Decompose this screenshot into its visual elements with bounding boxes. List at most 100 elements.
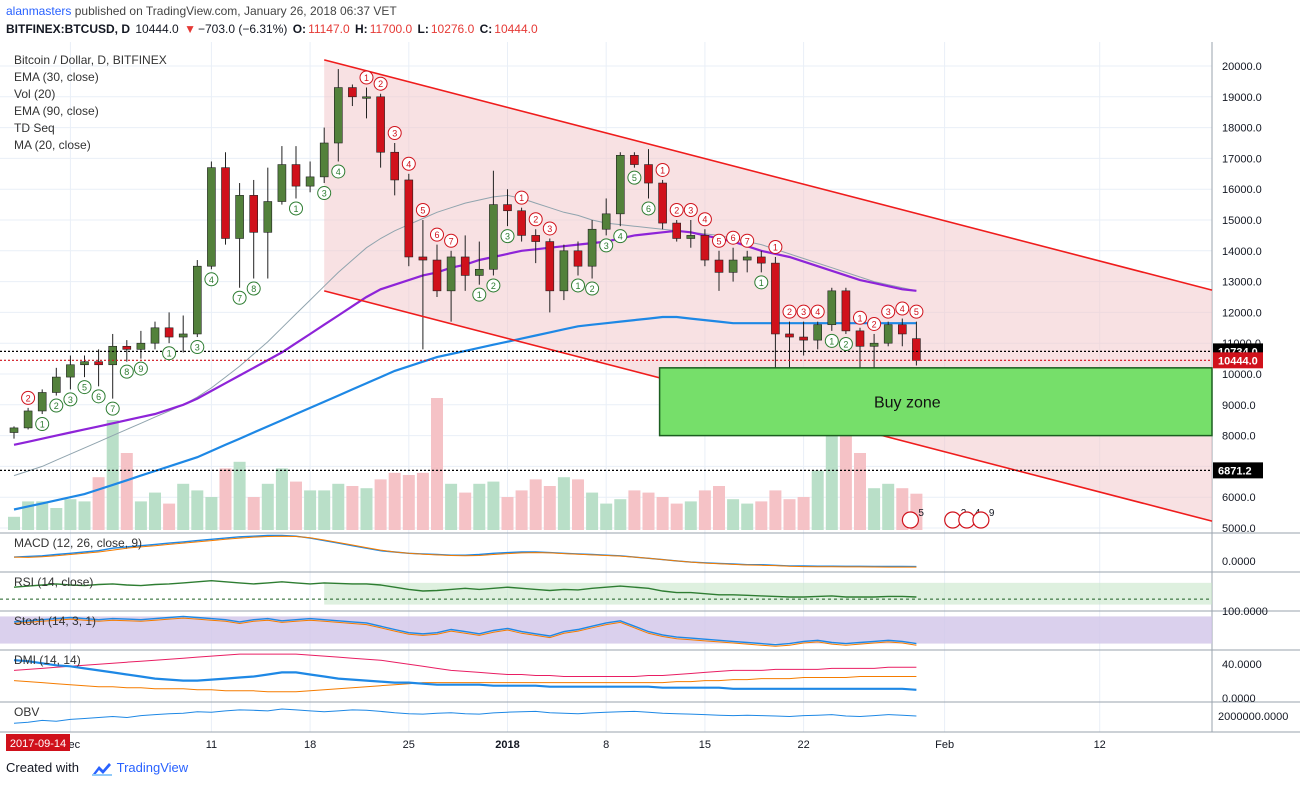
legend-item: Vol (20) xyxy=(14,87,55,101)
candle-body xyxy=(432,259,442,292)
td-marker xyxy=(853,310,867,325)
candle-body xyxy=(136,342,146,350)
td-marker xyxy=(542,221,557,236)
td-marker xyxy=(641,201,656,216)
volume-bar xyxy=(388,472,401,530)
td-marker xyxy=(472,287,487,302)
td-marker xyxy=(838,336,853,351)
time-tick-label: 11 xyxy=(206,739,217,751)
price-badge xyxy=(1213,352,1263,369)
candle-body xyxy=(207,167,216,267)
legend-item: Bitcoin / Dollar, D, BITFINEX xyxy=(14,53,167,67)
rsi-label: RSI (14, close) xyxy=(14,575,93,589)
high-label: H: xyxy=(355,22,368,36)
td-marker xyxy=(162,346,177,361)
td-marker-label: 5 xyxy=(914,307,919,317)
candle-body xyxy=(489,204,498,270)
candle-body xyxy=(178,333,188,338)
td-marker xyxy=(712,233,726,248)
td-marker-label: 3 xyxy=(801,307,806,317)
td-marker-label: 4 xyxy=(815,307,820,317)
td-marker-label: 4 xyxy=(900,304,905,314)
tradingview-link[interactable]: TradingView xyxy=(116,760,189,775)
candle-body xyxy=(235,195,244,239)
td-marker xyxy=(782,304,797,319)
time-tick-label: 22 xyxy=(797,739,809,751)
td-marker xyxy=(105,401,120,416)
volume-bar xyxy=(36,501,49,530)
td-marker-label: 5 xyxy=(716,236,721,246)
td-marker-label: 2 xyxy=(54,401,59,411)
created-with-label: Created with xyxy=(6,760,79,775)
candle-body xyxy=(587,228,597,267)
volume-bar xyxy=(769,490,782,530)
candle-body xyxy=(418,256,428,261)
volume-bar xyxy=(459,492,472,530)
volume-bar xyxy=(205,497,218,530)
low-value: 10276.0 xyxy=(430,22,475,36)
low-label: L: xyxy=(417,22,429,36)
candle-body xyxy=(573,250,583,267)
candle-body xyxy=(348,87,357,98)
candle-body xyxy=(686,235,696,239)
macd-tick: 0.0000 xyxy=(1222,556,1256,568)
time-tick-label: 25 xyxy=(403,739,415,751)
axes: 5000.06000.07000.08000.09000.010000.0110… xyxy=(6,61,1288,751)
td-marker xyxy=(415,203,430,217)
candle-body xyxy=(446,256,456,292)
price-badge-label: 10444.0 xyxy=(1218,355,1258,367)
td-marker xyxy=(486,278,501,293)
td-marker-label: 7 xyxy=(449,236,454,246)
candle-body xyxy=(728,259,738,273)
td-marker-label: 5 xyxy=(420,206,425,216)
td-marker-label: 2 xyxy=(674,206,679,216)
di-plus-line xyxy=(13,659,917,691)
candle-body xyxy=(277,164,287,202)
volume-bar xyxy=(628,490,641,530)
td-marker xyxy=(768,239,783,254)
td-marker-label: 3 xyxy=(886,307,891,317)
td-marker-label: 2 xyxy=(843,339,848,349)
td-marker xyxy=(232,290,247,305)
obv-line xyxy=(13,708,917,724)
time-tick-label: 18 xyxy=(304,739,316,751)
volume-bar xyxy=(501,497,514,530)
candle-body xyxy=(630,155,639,165)
td-marker-label: 1 xyxy=(519,193,524,203)
volume-bar xyxy=(515,490,528,530)
candle-body xyxy=(897,324,907,335)
td-marker-label: 1 xyxy=(167,349,172,359)
date-badge-label: 2017-09-14 xyxy=(10,738,66,750)
volume-bar xyxy=(557,477,570,530)
td-marker xyxy=(331,164,346,179)
td-marker xyxy=(63,392,78,407)
volume-bar xyxy=(642,492,655,530)
volume-bar xyxy=(713,486,725,530)
volume-bar xyxy=(332,483,345,530)
candle-body xyxy=(193,265,202,335)
candle-body xyxy=(319,142,329,178)
author-link[interactable]: alanmasters xyxy=(6,4,72,18)
td-marker-label: 1 xyxy=(829,336,834,346)
td-marker xyxy=(599,238,614,253)
publish-info: alanmasters published on TradingView.com… xyxy=(6,4,397,18)
close-value: 10444.0 xyxy=(494,22,538,36)
td-marker-label: 3 xyxy=(392,129,397,139)
volume-bar xyxy=(614,499,627,530)
candle-body xyxy=(503,204,512,212)
td-marker-label: 2 xyxy=(590,284,595,294)
candle-body xyxy=(66,364,75,378)
candle-body xyxy=(333,87,343,144)
volume-bar xyxy=(811,470,824,530)
td-marker xyxy=(373,76,388,91)
date-badge xyxy=(6,734,70,751)
td-marker-label: 1 xyxy=(759,278,764,288)
td-marker xyxy=(289,201,303,216)
chart-text: Bitcoin / Dollar, D, BITFINEX EMA (30, cl… xyxy=(14,53,167,719)
tradingview-logo-icon xyxy=(91,762,112,776)
di-minus-line xyxy=(13,676,917,693)
candle-body xyxy=(785,333,794,338)
candle-body xyxy=(221,167,230,239)
candle-body xyxy=(404,179,414,258)
